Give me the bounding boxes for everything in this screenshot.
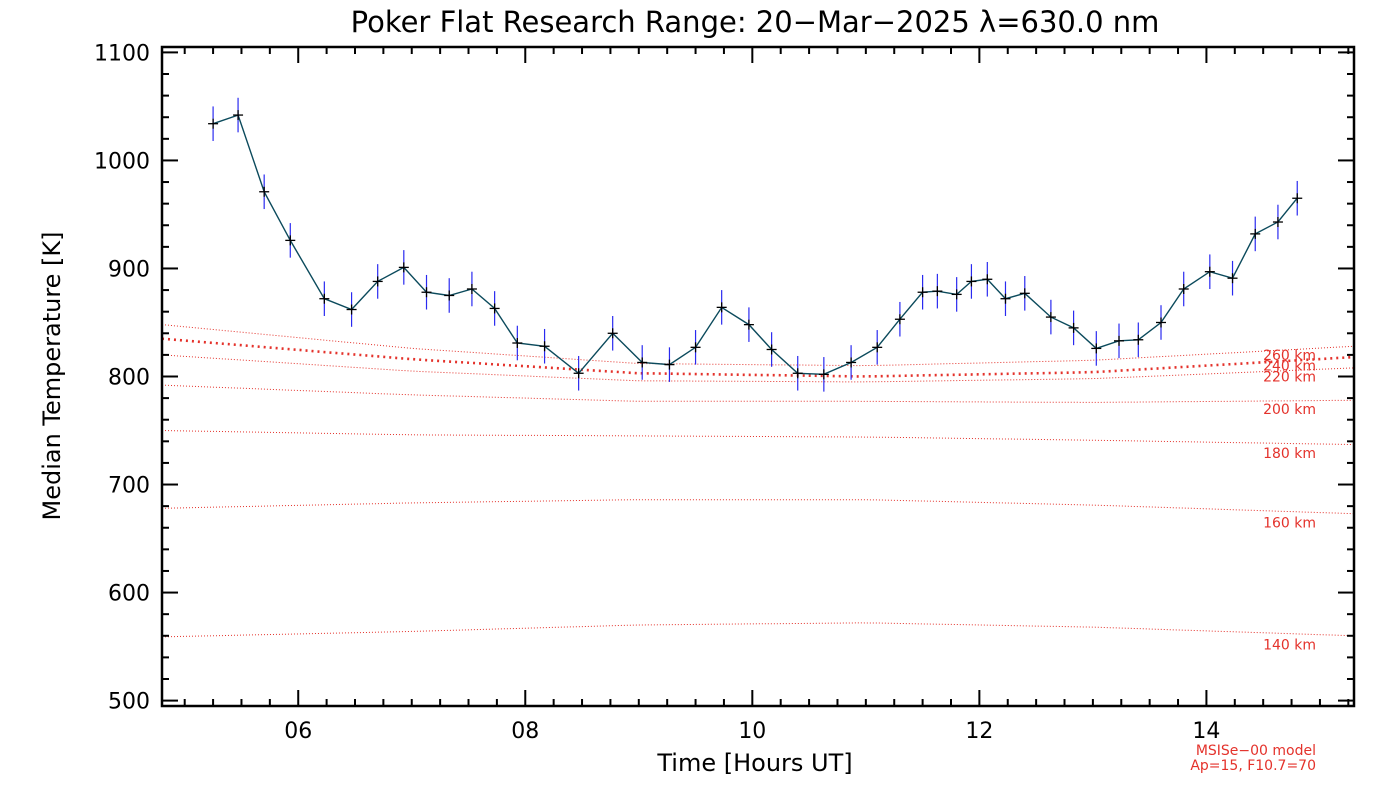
y-tick-label: 800 xyxy=(108,366,150,391)
data-point xyxy=(285,235,296,246)
data-point xyxy=(846,357,857,368)
altitude-label-220km: 220 km xyxy=(1263,370,1316,386)
data-point xyxy=(917,287,928,298)
model-curve-140km xyxy=(161,622,1355,638)
altitude-label-200km: 200 km xyxy=(1263,402,1316,418)
data-point xyxy=(637,357,648,368)
altitude-label-260km: 260 km xyxy=(1263,348,1316,364)
x-tick-label: 06 xyxy=(284,719,312,744)
data-point xyxy=(1204,266,1215,277)
x-tick-label: 14 xyxy=(1192,719,1220,744)
data-point xyxy=(894,314,905,325)
y-tick-label: 1100 xyxy=(94,41,150,66)
y-tick-label: 500 xyxy=(108,690,150,715)
data-point xyxy=(607,328,618,339)
data-point xyxy=(664,359,675,370)
altitude-label-160km: 160 km xyxy=(1263,515,1316,531)
altitude-label-240km: 240 km xyxy=(1263,359,1316,375)
data-point xyxy=(690,342,701,353)
data-point xyxy=(1114,335,1125,346)
data-point xyxy=(489,303,500,314)
data-point xyxy=(716,302,727,313)
data-point xyxy=(1000,293,1011,304)
data-point xyxy=(512,338,523,349)
data-point xyxy=(1019,288,1030,299)
axis-ticks: 06 08 10 12 14 500 600 700 800 900 1000 1100 xyxy=(94,41,1354,744)
data-point xyxy=(1272,217,1283,228)
data-series xyxy=(208,97,1303,392)
x-axis-label: Time [Hours UT] xyxy=(656,749,852,777)
chart-title: Poker Flat Research Range: 20−Mar−2025 λ… xyxy=(351,5,1160,39)
data-point xyxy=(1156,317,1167,328)
data-point xyxy=(872,342,883,353)
data-point xyxy=(1227,273,1238,284)
data-point xyxy=(1068,322,1079,333)
data-point xyxy=(743,319,754,330)
data-point xyxy=(1178,283,1189,294)
data-point xyxy=(1091,343,1102,354)
series-line xyxy=(212,114,1298,376)
data-point xyxy=(233,110,244,121)
model-curve-180km xyxy=(161,430,1355,446)
data-point xyxy=(466,283,477,294)
data-point xyxy=(444,290,455,301)
model-note-line-1: MSISe−00 model xyxy=(1196,743,1316,759)
data-point xyxy=(259,186,270,197)
data-point xyxy=(982,274,993,285)
data-point xyxy=(792,368,803,379)
data-point xyxy=(421,287,432,298)
data-point xyxy=(319,293,330,304)
data-point xyxy=(372,276,383,287)
data-point xyxy=(208,118,219,129)
model-curve-160km xyxy=(161,499,1355,515)
data-point xyxy=(1250,228,1261,239)
y-tick-label: 600 xyxy=(108,582,150,607)
x-tick-label: 08 xyxy=(511,719,539,744)
data-point xyxy=(818,369,829,380)
data-point xyxy=(1292,193,1303,204)
y-tick-label: 1000 xyxy=(94,149,150,174)
x-tick-label: 10 xyxy=(738,719,766,744)
model-curve-260km xyxy=(161,324,1355,367)
data-point xyxy=(539,341,550,352)
model-curve-240km xyxy=(161,337,1355,378)
data-point xyxy=(398,262,409,273)
data-point xyxy=(932,286,943,297)
y-axis-label: Median Temperature [K] xyxy=(38,231,66,520)
model-note-line-2: Ap=15, F10.7=70 xyxy=(1190,758,1316,774)
data-point xyxy=(346,304,357,315)
data-point xyxy=(573,368,584,379)
model-curve-200km xyxy=(161,384,1355,403)
data-point xyxy=(966,276,977,287)
x-tick-label: 12 xyxy=(965,719,993,744)
altitude-label-140km: 140 km xyxy=(1263,637,1316,653)
data-point xyxy=(1045,312,1056,323)
plot-frame xyxy=(160,45,1356,708)
y-tick-label: 900 xyxy=(108,257,150,282)
y-tick-label: 700 xyxy=(108,474,150,499)
data-point xyxy=(951,289,962,300)
data-point xyxy=(766,344,777,355)
altitude-label-180km: 180 km xyxy=(1263,446,1316,462)
data-point xyxy=(1133,334,1144,345)
